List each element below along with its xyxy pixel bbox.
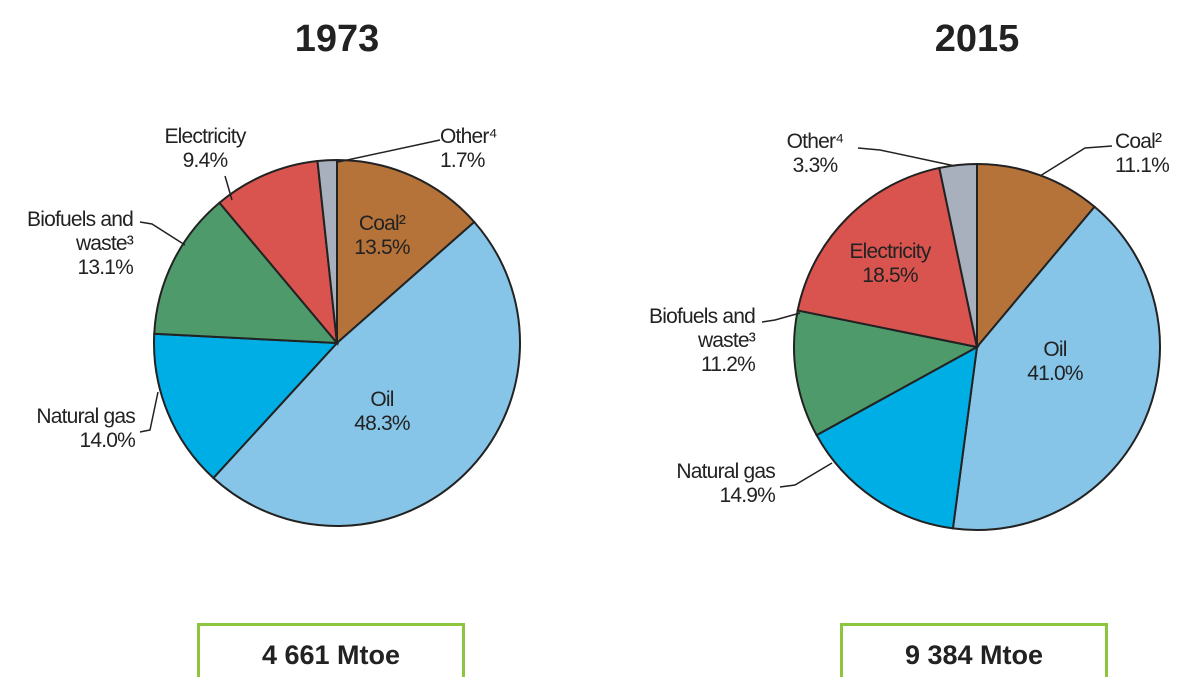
slice-label: Oil [1043, 338, 1067, 361]
pie-slice [218, 159, 339, 347]
pie-slice [815, 345, 979, 530]
pie-slice [976, 162, 1096, 350]
chart-title: 2015 [934, 18, 1020, 60]
slice-value-label: 11.1% [1115, 154, 1170, 177]
slice-value-label: 18.5% [862, 264, 918, 287]
pie-slice [793, 309, 980, 437]
leader-line [139, 221, 186, 246]
pie-slice [938, 162, 978, 348]
leader-line [857, 147, 956, 167]
slice-label: Electricity [849, 240, 931, 263]
slice-value-label: 3.3% [792, 154, 838, 177]
leader-line [337, 139, 441, 163]
pie-slice [796, 166, 979, 349]
leader-line [1039, 145, 1113, 177]
slice-label: Natural gas [36, 405, 135, 428]
leader-line [761, 312, 801, 323]
slice-label: Oil [370, 388, 394, 411]
slice-value-label: 1.7% [440, 149, 485, 172]
slice-value-label: 13.5% [354, 236, 410, 259]
pie-slice [951, 205, 1161, 531]
pie-slice [153, 332, 340, 480]
pie-slice [316, 158, 338, 344]
slice-label: Other⁴ [786, 130, 845, 153]
leader-line [224, 175, 233, 201]
slice-label: Natural gas [676, 460, 775, 483]
slice-label: Coal² [1115, 130, 1162, 153]
slice-label: Biofuels and waste³ [649, 305, 756, 352]
slice-label: Coal² [358, 212, 406, 235]
slice-label: Biofuels and waste³ [27, 208, 134, 255]
slice-value-label: 14.9% [719, 484, 775, 507]
slice-value-label: 13.1% [77, 256, 133, 279]
slice-label: Electricity [164, 125, 246, 148]
slice-value-label: 14.0% [79, 429, 135, 452]
pie-slice [153, 201, 340, 345]
pie-slice [212, 220, 521, 527]
slice-value-label: 41.0% [1027, 362, 1083, 385]
leader-line [779, 462, 833, 488]
leader-line [139, 391, 159, 433]
total-box: 4 661 Mtoe [197, 623, 465, 677]
slice-value-label: 9.4% [182, 149, 228, 172]
slice-value-label: 48.3% [354, 412, 410, 435]
slice-label: Other⁴ [440, 125, 498, 148]
chart-title: 1973 [294, 18, 380, 60]
total-box: 9 384 Mtoe [840, 623, 1108, 677]
slice-value-label: 11.2% [701, 353, 756, 376]
